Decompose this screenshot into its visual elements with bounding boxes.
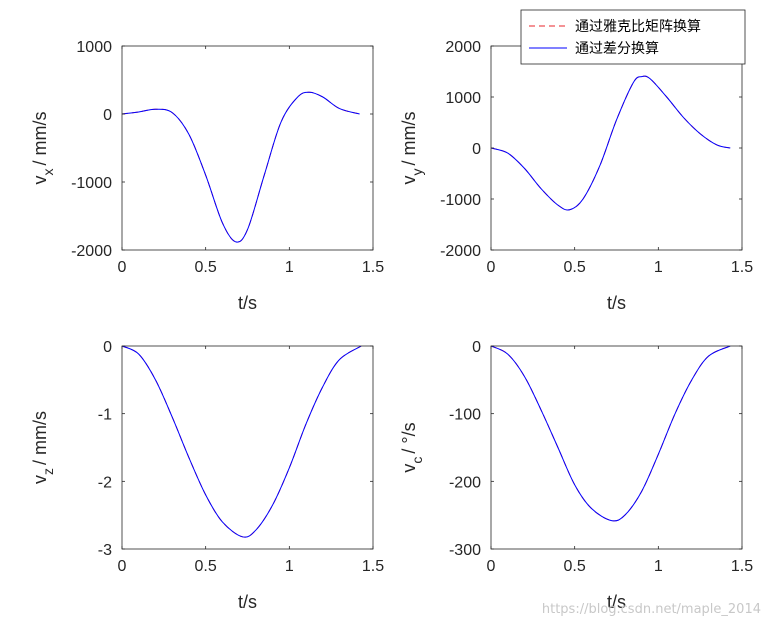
- x-tick-label: 1.5: [362, 558, 384, 575]
- y-label-rest: / mm/s: [30, 112, 50, 166]
- y-tick-label: 2000: [445, 39, 481, 56]
- y-label-rest: / °/s: [399, 422, 419, 453]
- axes-box: [121, 45, 374, 251]
- x-tick-label: 0.5: [195, 558, 217, 575]
- y-tick-label: -3: [98, 542, 112, 559]
- legend-label-2: 通过差分换算: [575, 40, 659, 57]
- y-label-base: v: [399, 464, 419, 473]
- x-axis-label: t/s: [607, 592, 626, 612]
- y-label-sub: c: [409, 457, 425, 464]
- x-tick-label: 1: [285, 259, 294, 276]
- x-tick-label: 0: [487, 259, 496, 276]
- x-tick-label: 1.5: [731, 558, 753, 575]
- y-label-base: v: [30, 176, 50, 185]
- series-line-1: [491, 346, 731, 522]
- y-label-base: v: [399, 176, 419, 185]
- y-tick-label: 0: [103, 107, 112, 124]
- y-axis-label: vz / mm/s: [30, 411, 56, 484]
- y-tick-label: 1000: [76, 39, 112, 56]
- x-tick-label: 0.5: [564, 259, 586, 276]
- y-tick-label: 0: [103, 339, 112, 356]
- y-tick-label: 0: [472, 141, 481, 158]
- series-line-1: [122, 91, 360, 243]
- y-tick-label: -300: [449, 542, 481, 559]
- axes-box: [490, 45, 743, 251]
- y-tick-label: 0: [472, 339, 481, 356]
- series-line-1: [122, 346, 362, 538]
- x-tick-label: 1: [654, 558, 663, 575]
- series-line-2: [122, 346, 362, 538]
- watermark: https://blog.csdn.net/maple_2014: [541, 602, 761, 617]
- x-tick-label: 1: [654, 259, 663, 276]
- y-tick-label: -2: [98, 474, 112, 491]
- axes-box: [121, 345, 374, 550]
- legend-label-1: 通过雅克比矩阵换算: [575, 18, 701, 35]
- subplot-2: 0 0.5 1 1.5 -2000 -1000 0 1000 2000 t/s vy / mm/s: [399, 39, 753, 313]
- x-tick-label: 0: [487, 558, 496, 575]
- series-line-1: [491, 75, 731, 211]
- y-axis-label: vx / mm/s: [30, 112, 56, 185]
- x-tick-label: 0: [118, 259, 127, 276]
- y-tick-label: -200: [449, 474, 481, 491]
- y-label-rest: / mm/s: [30, 411, 50, 465]
- x-tick-label: 0.5: [195, 259, 217, 276]
- subplot-3: 0 0.5 1 1.5 -3 -2 -1 0 t/s vz / mm/s: [30, 339, 384, 612]
- x-axis-label: t/s: [238, 592, 257, 612]
- x-tick-label: 1.5: [362, 259, 384, 276]
- x-tick-label: 0.5: [564, 558, 586, 575]
- y-tick-label: 1000: [445, 90, 481, 107]
- y-tick-label: -1000: [71, 175, 112, 192]
- y-label-sub: z: [40, 468, 56, 475]
- subplot-4: 0 0.5 1 1.5 -300 -200 -100 0 t/s vc / °/s: [399, 339, 753, 612]
- y-label-base: v: [30, 475, 50, 484]
- y-tick-label: -100: [449, 407, 481, 424]
- y-label-sub: y: [409, 169, 425, 176]
- y-axis-label: vc / °/s: [399, 422, 425, 472]
- subplot-1: 0 0.5 1 1.5 -2000 -1000 0 1000 t/s vx / mm/s: [30, 39, 384, 313]
- legend-box: [520, 9, 746, 65]
- y-label-sub: x: [40, 169, 56, 176]
- series-line-2: [491, 75, 731, 211]
- y-label-rest: / mm/s: [399, 112, 419, 166]
- x-tick-label: 0: [118, 558, 127, 575]
- y-tick-label: -1000: [440, 192, 481, 209]
- x-tick-label: 1: [285, 558, 294, 575]
- y-tick-label: -2000: [440, 243, 481, 260]
- x-tick-label: 1.5: [731, 259, 753, 276]
- series-line-2: [491, 346, 731, 522]
- y-tick-label: -1: [98, 407, 112, 424]
- x-axis-label: t/s: [238, 293, 257, 313]
- series-line-2: [122, 91, 360, 243]
- y-axis-label: vy / mm/s: [399, 112, 425, 185]
- x-axis-label: t/s: [607, 293, 626, 313]
- axes-box: [490, 345, 743, 550]
- y-tick-label: -2000: [71, 243, 112, 260]
